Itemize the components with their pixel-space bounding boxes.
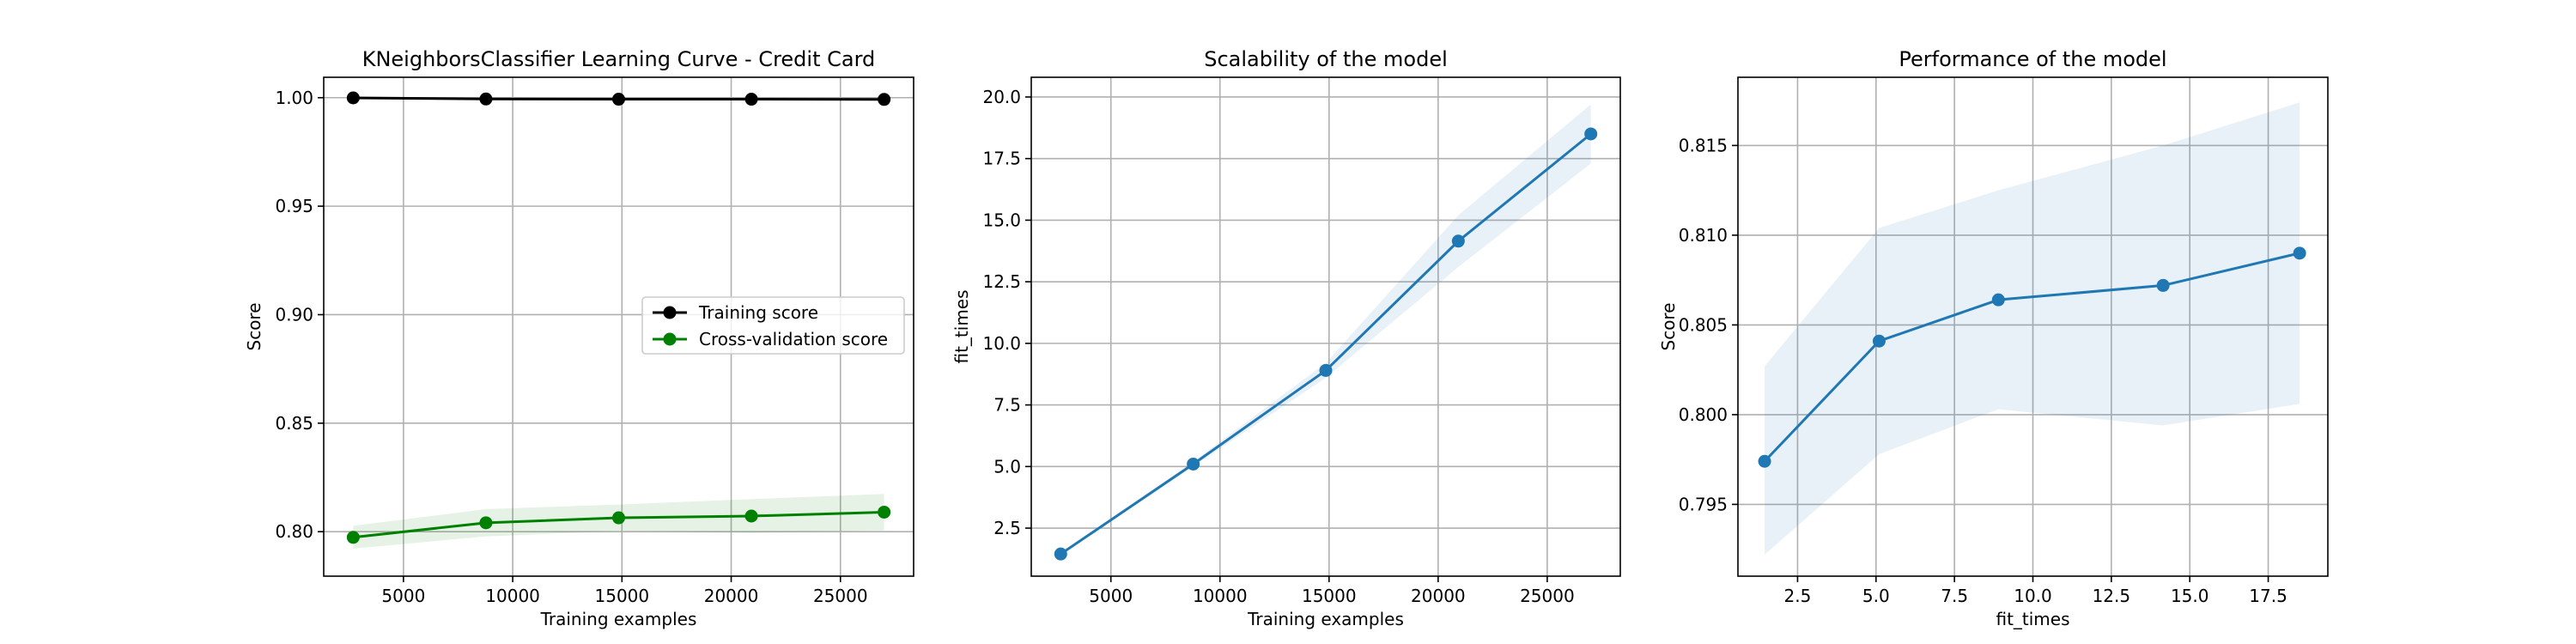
x-tick-label: 2.5 xyxy=(1784,586,1812,606)
y-tick-label: 10.0 xyxy=(982,333,1021,354)
legend: Training score Cross-validation score xyxy=(641,296,905,355)
x-tick-label: 7.5 xyxy=(1941,586,1968,606)
data-point xyxy=(2156,278,2170,292)
x-tick-label: 15000 xyxy=(595,586,650,606)
y-tick-label: 0.795 xyxy=(1679,494,1728,514)
x-tick-label: 20000 xyxy=(704,586,759,606)
legend-label: Training score xyxy=(698,302,818,323)
x-tick-label: 15.0 xyxy=(2171,586,2209,606)
data-point xyxy=(1054,547,1067,561)
axes-frame xyxy=(323,76,914,577)
data-point xyxy=(1584,127,1598,141)
x-tick-label: 5000 xyxy=(381,586,425,606)
confidence-band-series-1 xyxy=(1765,102,2300,555)
y-tick-label: 0.800 xyxy=(1679,404,1728,425)
data-point xyxy=(1872,334,1886,348)
y-tick-label: 17.5 xyxy=(982,149,1021,169)
data-point xyxy=(1319,363,1333,377)
y-tick-label: 15.0 xyxy=(982,210,1021,230)
data-point xyxy=(612,511,625,525)
data-point xyxy=(878,93,891,106)
x-axis-label: Training examples xyxy=(540,609,697,629)
confidence-band-series-1 xyxy=(1060,104,1591,556)
y-tick-label: 5.0 xyxy=(993,456,1021,477)
x-tick-label: 25000 xyxy=(813,586,868,606)
x-tick-label: 10000 xyxy=(1193,586,1248,606)
y-tick-label: 0.95 xyxy=(275,196,313,216)
x-tick-label: 10000 xyxy=(485,586,540,606)
y-tick-label: 20.0 xyxy=(982,87,1021,107)
y-axis-label: Score xyxy=(244,302,264,350)
x-tick-label: 15000 xyxy=(1302,586,1357,606)
legend-marker xyxy=(663,332,677,346)
y-tick-label: 0.80 xyxy=(275,521,313,542)
x-tick-label: 5.0 xyxy=(1862,586,1890,606)
data-point xyxy=(612,93,625,106)
y-tick-label: 0.805 xyxy=(1679,314,1728,335)
data-point xyxy=(1758,454,1771,468)
chart-title: Scalability of the model xyxy=(1204,47,1448,71)
data-point xyxy=(346,531,360,544)
x-tick-label: 12.5 xyxy=(2093,586,2131,606)
data-point xyxy=(1991,293,2005,307)
y-tick-label: 2.5 xyxy=(993,518,1021,538)
chart-title: Performance of the model xyxy=(1899,47,2166,71)
data-point xyxy=(346,91,360,105)
x-axis-label: fit_times xyxy=(1996,609,2069,629)
x-axis-label: Training examples xyxy=(1247,609,1404,629)
chart-title: KNeighborsClassifier Learning Curve - Cr… xyxy=(362,47,876,71)
y-tick-label: 0.85 xyxy=(275,413,313,434)
y-axis-label: Score xyxy=(1658,302,1679,350)
y-tick-label: 7.5 xyxy=(993,395,1021,416)
data-point xyxy=(878,505,891,519)
x-tick-label: 20000 xyxy=(1411,586,1466,606)
data-point xyxy=(744,93,758,106)
data-point xyxy=(479,516,493,530)
x-tick-label: 25000 xyxy=(1520,586,1575,606)
data-point xyxy=(744,509,758,523)
chart-panel-1: 5000 10000 15000 20000 25000 0.80 0.85 0.90 0.95… xyxy=(244,47,914,629)
chart-panel-2: 5000 10000 15000 20000 25000 2.5 5.0 7.5 10.0 12.… xyxy=(951,47,1621,629)
y-tick-label: 0.815 xyxy=(1679,135,1728,155)
data-point xyxy=(1187,457,1200,471)
x-tick-label: 10.0 xyxy=(2014,586,2052,606)
legend-label: Cross-validation score xyxy=(699,329,888,349)
y-tick-label: 12.5 xyxy=(982,271,1021,292)
x-tick-label: 5000 xyxy=(1089,586,1133,606)
legend-marker xyxy=(663,306,677,319)
data-point xyxy=(2293,246,2306,260)
data-point xyxy=(479,92,493,106)
chart-panel-3: 2.5 5.0 7.5 10.0 12.5 15.0 17.5 0.795 0.800 0.805… xyxy=(1658,47,2329,629)
axes-frame xyxy=(1030,76,1621,577)
y-tick-label: 0.90 xyxy=(275,304,313,325)
x-tick-label: 17.5 xyxy=(2249,586,2287,606)
y-axis-label: fit_times xyxy=(951,289,972,363)
y-tick-label: 1.00 xyxy=(275,88,313,108)
data-point xyxy=(1451,234,1465,248)
y-tick-label: 0.810 xyxy=(1679,225,1728,246)
legend-box xyxy=(641,296,905,355)
